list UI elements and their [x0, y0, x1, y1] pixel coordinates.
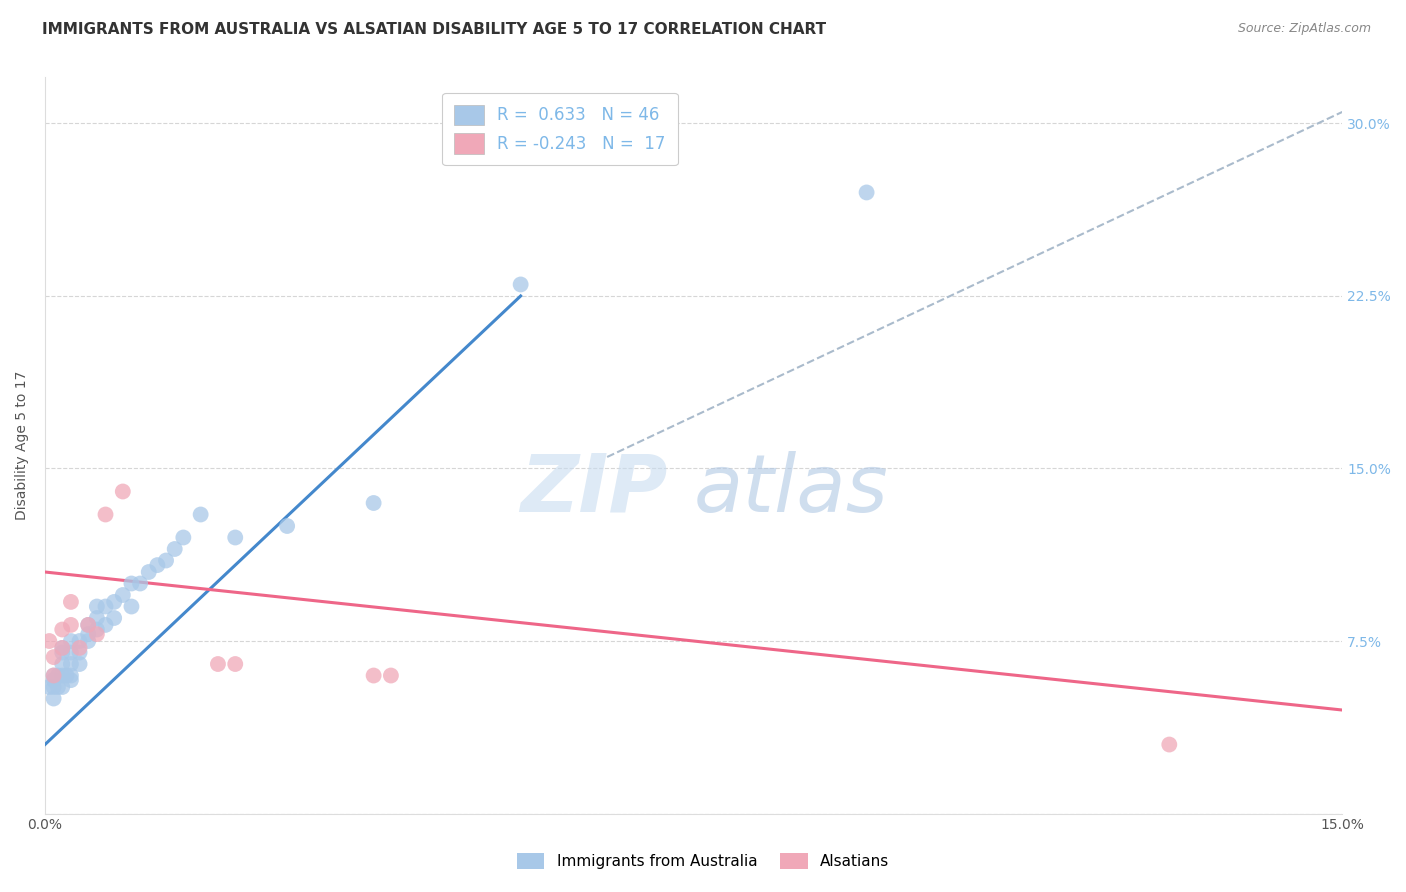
Point — [103, 595, 125, 609]
Point — [138, 565, 160, 579]
Point — [120, 576, 142, 591]
Point — [38, 680, 60, 694]
Text: ZIP: ZIP — [520, 450, 668, 529]
Point — [55, 668, 77, 682]
Point — [51, 680, 73, 694]
Point — [146, 558, 169, 573]
Point — [59, 634, 82, 648]
Point — [59, 657, 82, 671]
Point — [51, 640, 73, 655]
Point — [42, 650, 65, 665]
Point — [94, 618, 117, 632]
Point — [190, 508, 212, 522]
Point — [69, 634, 91, 648]
Point — [207, 657, 229, 671]
Point — [86, 611, 108, 625]
Point — [42, 668, 65, 682]
Point — [155, 553, 177, 567]
Point — [86, 599, 108, 614]
Point — [163, 541, 186, 556]
Point — [59, 618, 82, 632]
Point — [59, 646, 82, 660]
Point — [1159, 738, 1181, 752]
Point — [42, 673, 65, 687]
Point — [111, 588, 134, 602]
Point — [120, 599, 142, 614]
Point — [94, 508, 117, 522]
Point — [46, 668, 69, 682]
Point — [86, 627, 108, 641]
Point — [77, 618, 100, 632]
Text: IMMIGRANTS FROM AUSTRALIA VS ALSATIAN DISABILITY AGE 5 TO 17 CORRELATION CHART: IMMIGRANTS FROM AUSTRALIA VS ALSATIAN DI… — [42, 22, 827, 37]
Point — [77, 627, 100, 641]
Point — [59, 668, 82, 682]
Point — [42, 668, 65, 682]
Point — [77, 634, 100, 648]
Point — [363, 668, 385, 682]
Text: atlas: atlas — [693, 450, 889, 529]
Point — [51, 623, 73, 637]
Point — [363, 496, 385, 510]
Point — [276, 519, 298, 533]
Point — [94, 599, 117, 614]
Point — [51, 668, 73, 682]
Point — [855, 186, 877, 200]
Point — [129, 576, 152, 591]
Point — [69, 657, 91, 671]
Y-axis label: Disability Age 5 to 17: Disability Age 5 to 17 — [15, 371, 30, 520]
Point — [509, 277, 531, 292]
Point — [224, 657, 246, 671]
Point — [42, 680, 65, 694]
Point — [69, 640, 91, 655]
Point — [224, 531, 246, 545]
Point — [86, 623, 108, 637]
Point — [51, 657, 73, 671]
Point — [103, 611, 125, 625]
Point — [59, 673, 82, 687]
Point — [46, 680, 69, 694]
Point — [77, 618, 100, 632]
Legend: Immigrants from Australia, Alsatians: Immigrants from Australia, Alsatians — [510, 847, 896, 875]
Point — [69, 646, 91, 660]
Point — [51, 646, 73, 660]
Point — [111, 484, 134, 499]
Point — [42, 691, 65, 706]
Point — [380, 668, 402, 682]
Point — [38, 634, 60, 648]
Point — [172, 531, 194, 545]
Text: Source: ZipAtlas.com: Source: ZipAtlas.com — [1237, 22, 1371, 36]
Legend: R =  0.633   N = 46, R = -0.243   N =  17: R = 0.633 N = 46, R = -0.243 N = 17 — [443, 93, 678, 166]
Point — [59, 595, 82, 609]
Point — [51, 640, 73, 655]
